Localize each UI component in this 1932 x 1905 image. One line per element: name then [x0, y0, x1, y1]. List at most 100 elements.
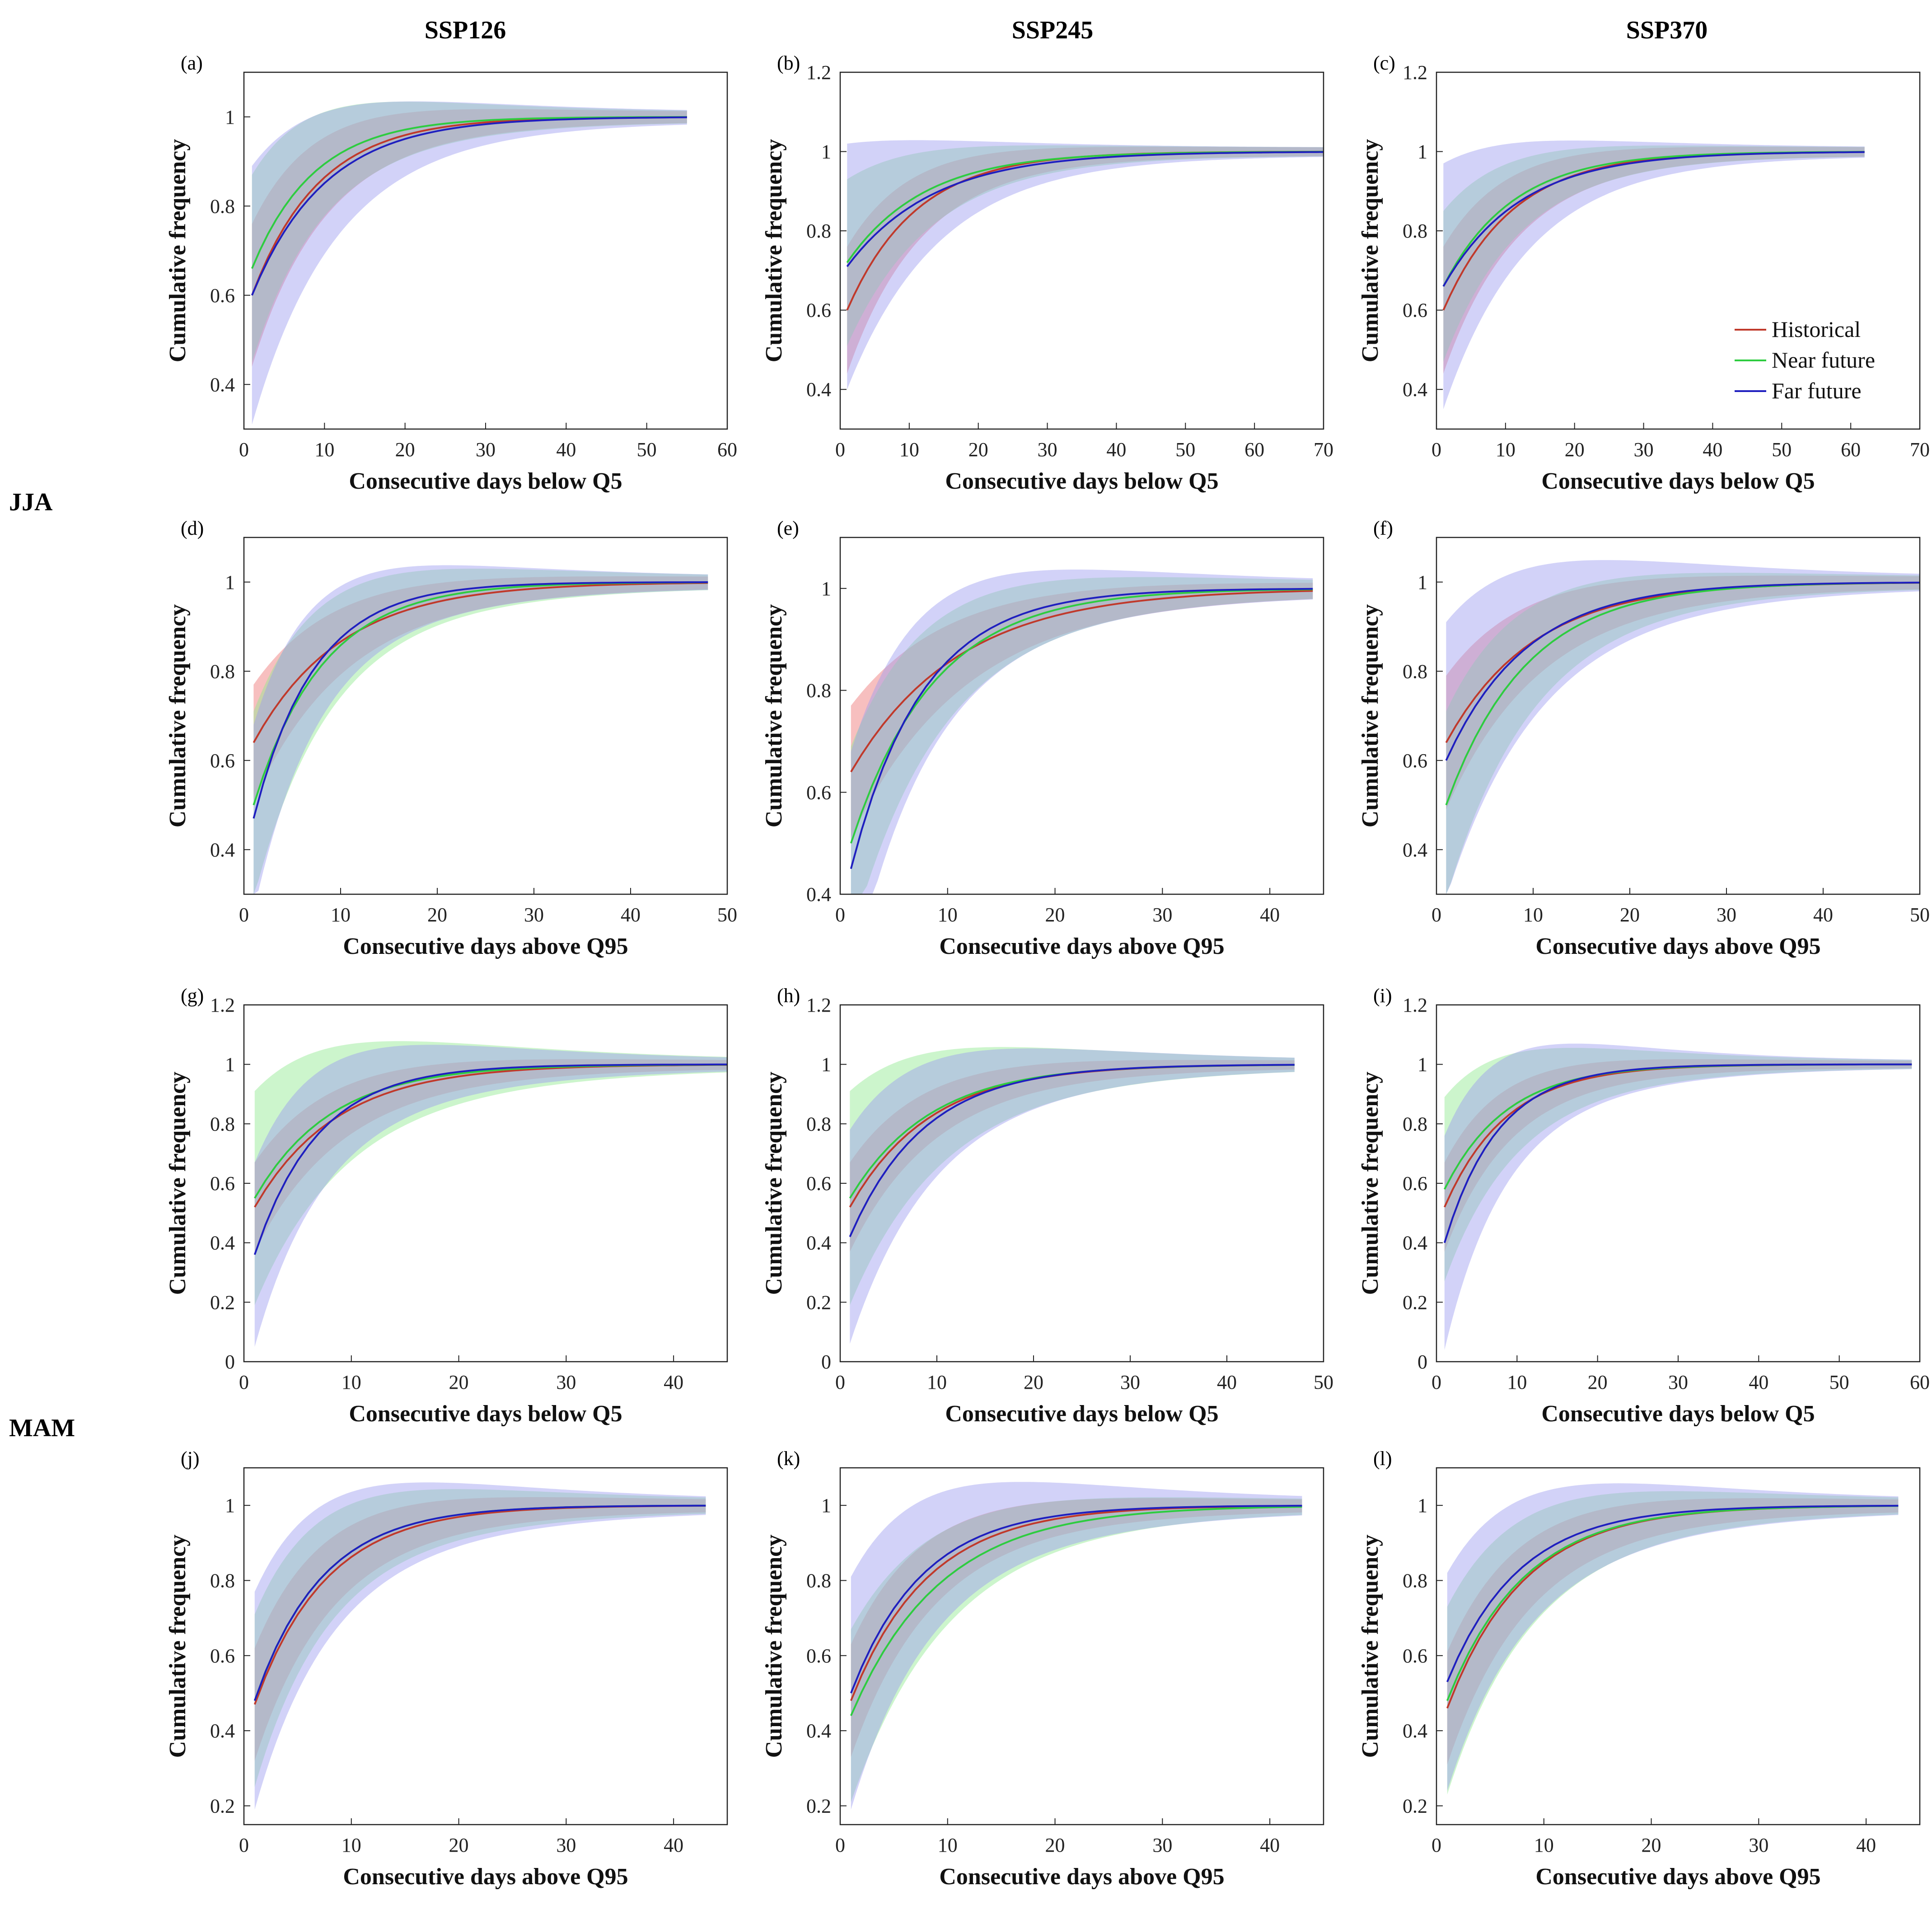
axes-frame	[243, 1467, 728, 1826]
y-tick-label: 0.6	[806, 1645, 831, 1667]
y-tick-label: 0.6	[806, 299, 831, 322]
band-far-future	[847, 140, 1324, 390]
x-tick-label: 20	[449, 1834, 469, 1856]
x-tick-label: 40	[664, 1371, 683, 1393]
x-tick-label: 20	[1588, 1371, 1608, 1393]
series-line-historical	[850, 590, 1313, 773]
y-tick-label: 0.4	[806, 883, 831, 906]
legend-entry: Far future	[1772, 378, 1862, 403]
panel-label: (l)	[1373, 1447, 1392, 1470]
x-tick-label: 0	[239, 439, 249, 461]
y-tick-label: 1.2	[1403, 61, 1427, 84]
panel-label: (e)	[777, 517, 799, 539]
x-tick-label: 30	[556, 1371, 576, 1393]
band-historical	[254, 1497, 706, 1761]
series-line-far-future	[1445, 581, 1920, 761]
x-axis-label: Consecutive days above Q95	[343, 934, 628, 959]
row-label-mam: MAM	[9, 1414, 75, 1442]
x-tick-label: 50	[1772, 439, 1792, 461]
band-historical	[850, 1060, 1295, 1252]
x-tick-label: 20	[1045, 1834, 1065, 1856]
y-tick-label: 1	[225, 1494, 235, 1517]
y-tick-label: 0.8	[1403, 1569, 1427, 1592]
x-tick-label: 50	[717, 904, 737, 926]
y-tick-label: 0.6	[1403, 1645, 1427, 1667]
chart-panel: (f) 0 10 20 30 40 50 0.4 0.6 0.8 1 Consecutive days…	[1357, 517, 1930, 959]
row-label-jja: JJA	[9, 488, 53, 516]
series-line-far-future	[1442, 151, 1865, 287]
y-tick-label: 0.6	[1403, 1172, 1427, 1195]
y-tick-label: 0.8	[1403, 1113, 1427, 1135]
x-axis-label: Consecutive days below Q5	[1541, 468, 1815, 494]
chart-panel: (i) 0 10 20 30 40 50 60 0 0.2 0.4 0.6 0.8 1 1.2 Consecu…	[1357, 985, 1930, 1427]
panel-label: (g)	[181, 985, 204, 1007]
y-tick-label: 0.4	[806, 378, 831, 401]
x-tick-label: 40	[1813, 904, 1833, 926]
band-historical	[851, 583, 1313, 838]
x-tick-label: 0	[1431, 439, 1441, 461]
y-tick-label: 0.6	[210, 1645, 235, 1667]
chart-panel: (j) 0 10 20 30 40 0.2 0.4 0.6 0.8 1 Consecutive day…	[165, 1447, 728, 1890]
y-axis-label: Cumulative frequency	[761, 139, 787, 362]
panel-label: (a)	[181, 52, 203, 74]
column-title-ssp126: SSP126	[425, 16, 506, 44]
x-tick-label: 30	[1152, 1834, 1172, 1856]
y-axis-label: Cumulative frequency	[1357, 604, 1383, 827]
x-tick-label: 10	[1523, 904, 1543, 926]
y-tick-label: 0.4	[210, 1720, 235, 1742]
chart-panel: (e) 0 10 20 30 40 0.4 0.6 0.8 1 Consecutive days a…	[761, 517, 1324, 959]
x-tick-label: 10	[1496, 439, 1516, 461]
chart-panel: (k) 0 10 20 30 40 0.2 0.4 0.6 0.8 1 Consecutive day…	[761, 1447, 1324, 1890]
x-tick-label: 30	[524, 904, 544, 926]
y-tick-label: 0.2	[210, 1795, 235, 1817]
y-tick-label: 0.4	[806, 1720, 831, 1742]
panel-label: (f)	[1373, 517, 1393, 539]
panel-label: (i)	[1373, 985, 1392, 1007]
x-tick-label: 20	[427, 904, 447, 926]
y-tick-label: 1	[1417, 1494, 1427, 1517]
y-tick-label: 1	[1417, 141, 1427, 163]
y-tick-label: 1	[821, 1054, 831, 1076]
band-near-future	[851, 1497, 1302, 1802]
y-tick-label: 0.6	[1403, 750, 1427, 772]
axes-frame	[243, 537, 728, 895]
x-tick-label: 10	[899, 439, 919, 461]
x-tick-label: 20	[395, 439, 415, 461]
x-tick-label: 20	[968, 439, 988, 461]
x-tick-label: 60	[717, 439, 737, 461]
x-tick-label: 40	[621, 904, 641, 926]
y-tick-label: 1	[1417, 571, 1427, 593]
panel-label: (h)	[777, 985, 800, 1007]
y-tick-label: 0.8	[210, 1569, 235, 1592]
panel-label: (b)	[777, 52, 800, 74]
x-tick-label: 30	[1038, 439, 1057, 461]
y-tick-label: 0.8	[210, 195, 235, 217]
x-tick-label: 0	[1431, 904, 1441, 926]
y-axis-label: Cumulative frequency	[165, 1072, 191, 1295]
x-tick-label: 30	[1717, 904, 1736, 926]
panel-label: (k)	[777, 1447, 800, 1470]
x-axis-label: Consecutive days below Q5	[1541, 1401, 1815, 1427]
chart-panel: (g) 0 10 20 30 40 0 0.2 0.4 0.6 0.8 1 1.2 Consecutive…	[165, 985, 728, 1427]
x-tick-label: 0	[835, 1371, 845, 1393]
x-tick-label: 30	[1749, 1834, 1768, 1856]
y-tick-label: 0	[821, 1351, 831, 1373]
x-tick-label: 10	[927, 1371, 947, 1393]
series-line-far-future	[849, 1064, 1295, 1237]
y-tick-label: 0.2	[1403, 1795, 1427, 1817]
x-tick-label: 50	[1314, 1371, 1333, 1393]
y-tick-label: 0.4	[1403, 1720, 1427, 1742]
band-far-future	[1446, 560, 1920, 894]
y-tick-label: 0	[225, 1351, 235, 1373]
band-historical	[1443, 147, 1865, 374]
y-axis-label: Cumulative frequency	[165, 604, 191, 827]
y-axis-label: Cumulative frequency	[1357, 1535, 1383, 1758]
band-near-future	[850, 1047, 1295, 1305]
band-near-future	[847, 145, 1324, 346]
y-tick-label: 0.4	[210, 1232, 235, 1254]
x-axis-label: Consecutive days above Q95	[1535, 934, 1820, 959]
y-tick-label: 0.8	[1403, 660, 1427, 682]
axes-frame	[1436, 71, 1921, 430]
x-tick-label: 30	[1668, 1371, 1688, 1393]
series-line-near-future	[850, 588, 1313, 844]
